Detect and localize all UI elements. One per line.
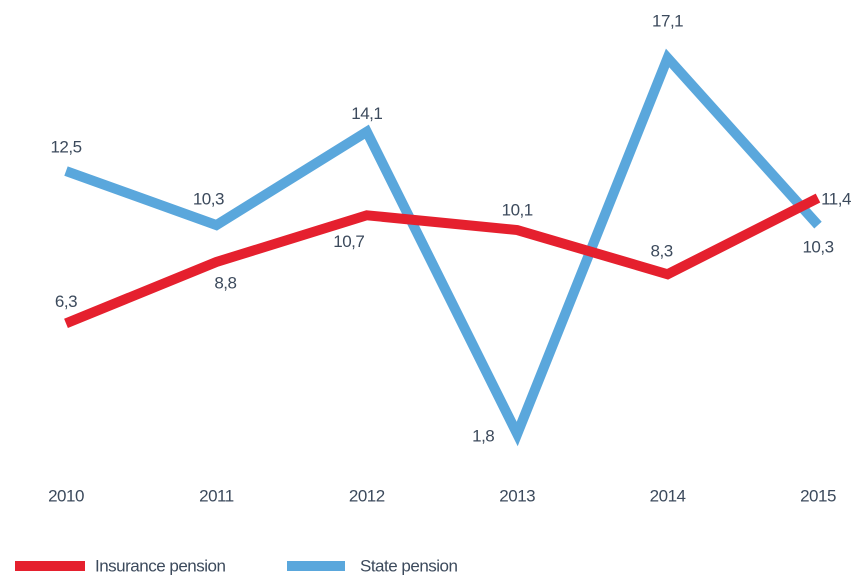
data-label: 8,3: [651, 242, 673, 261]
legend-label: Insurance pension: [95, 556, 225, 575]
data-label: 10,3: [802, 238, 833, 257]
data-label: 8,8: [214, 273, 236, 292]
x-tick-label: 2010: [48, 486, 84, 505]
data-label: 11,4: [821, 190, 851, 209]
x-tick-label: 2013: [499, 486, 535, 505]
line-series: [64, 48, 822, 447]
data-label: 10,3: [193, 190, 224, 209]
x-tick-label: 2015: [800, 486, 836, 505]
data-label: 1,8: [472, 426, 494, 445]
data-label: 12,5: [50, 138, 81, 157]
data-label: 14,1: [351, 104, 382, 123]
data-label: 17,1: [652, 11, 683, 30]
line-series: [64, 193, 821, 329]
legend-swatch: [287, 561, 345, 571]
legend-label: State pension: [360, 556, 458, 575]
x-tick-label: 2012: [349, 486, 385, 505]
x-tick-label: 2011: [199, 486, 234, 505]
data-label: 6,3: [55, 292, 77, 311]
legend-swatch: [15, 561, 85, 571]
data-label: 10,7: [333, 232, 364, 251]
data-label: 10,1: [502, 201, 533, 220]
x-tick-label: 2014: [650, 486, 686, 505]
